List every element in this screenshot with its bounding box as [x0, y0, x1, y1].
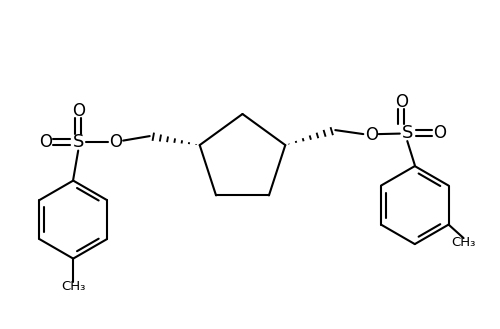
Text: S: S: [402, 124, 413, 141]
Text: O: O: [395, 92, 408, 111]
Text: O: O: [365, 126, 378, 144]
Text: CH₃: CH₃: [452, 236, 476, 249]
Text: O: O: [39, 133, 52, 151]
Text: CH₃: CH₃: [61, 280, 86, 292]
Text: O: O: [109, 133, 122, 151]
Text: O: O: [434, 124, 446, 141]
Text: S: S: [72, 133, 84, 151]
Text: O: O: [72, 102, 85, 120]
